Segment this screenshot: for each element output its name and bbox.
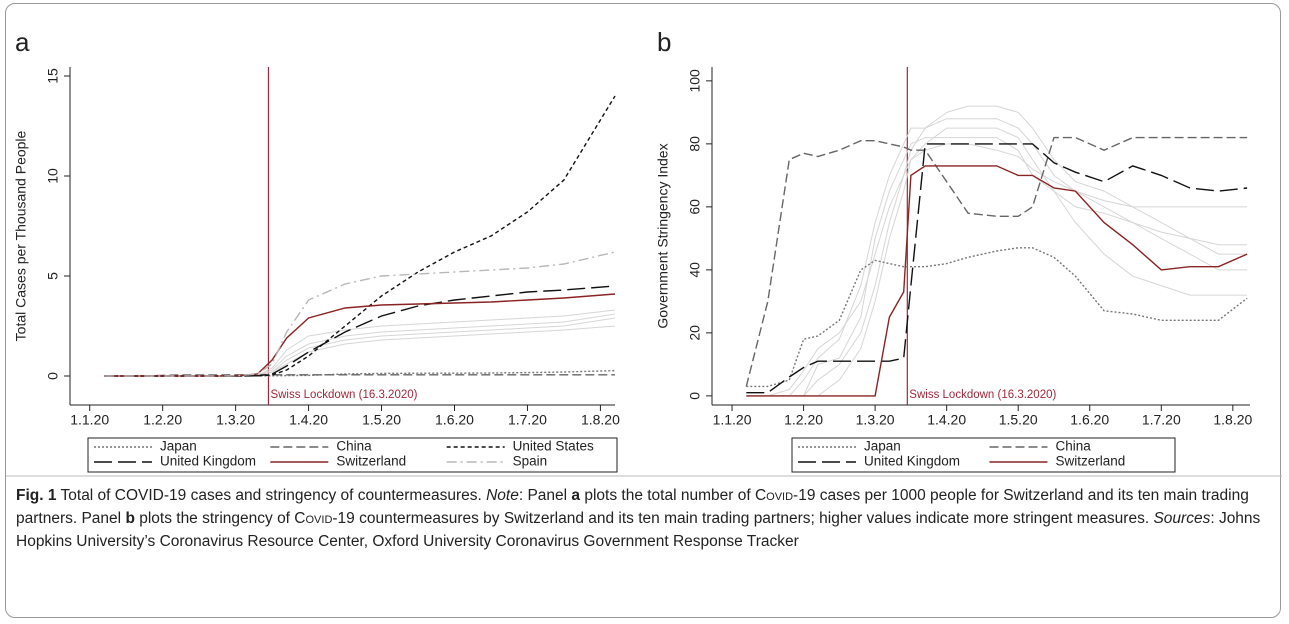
x-tick-label: 1.3.20 [216, 412, 255, 428]
series-line [746, 118, 1248, 397]
legend-box [791, 437, 1176, 473]
caption-text: Sources [1153, 510, 1211, 527]
series-line [104, 325, 616, 377]
caption-text: b [125, 510, 135, 527]
x-tick-label: 1.2.20 [143, 412, 182, 428]
caption-text: a [571, 487, 581, 504]
x-tick-label: 1.8.20 [581, 412, 620, 428]
x-tick-label: 1.8.20 [1213, 412, 1252, 428]
series-line [104, 313, 616, 377]
y-axis-title: Government Stringency Index [655, 143, 671, 328]
y-tick-label: 80 [687, 136, 703, 152]
caption-text: : Johns Hopkins University’s Coronavirus… [16, 510, 1261, 550]
legend-label: Switzerland [1056, 454, 1126, 469]
y-axis-title: Total Cases per Thousand People [13, 130, 29, 341]
series-line [104, 251, 616, 377]
panel-label: b [657, 27, 671, 57]
y-tick-label: 100 [687, 69, 703, 93]
y-tick-label: 5 [45, 272, 61, 280]
series-line [104, 317, 616, 377]
caption-text: Note [486, 487, 519, 504]
series-line [104, 309, 616, 377]
legend-label: United Kingdom [864, 454, 960, 469]
x-tick-label: 1.4.20 [289, 412, 328, 428]
x-tick-label: 1.1.20 [713, 412, 752, 428]
caption-text: Covid [754, 487, 794, 504]
legend-label: Spain [513, 454, 548, 469]
x-tick-label: 1.6.20 [1070, 412, 1109, 428]
legend-label: Japan [864, 439, 901, 454]
series-line [746, 165, 1248, 397]
caption-text: -19 countermeasures by Switzerland and i… [332, 510, 1154, 527]
x-tick-label: 1.7.20 [508, 412, 547, 428]
figure-frame [5, 3, 1281, 618]
y-tick-label: 0 [687, 392, 703, 400]
series-line [746, 127, 1248, 397]
series-line [104, 374, 615, 377]
x-tick-label: 1.5.20 [362, 412, 401, 428]
x-tick-label: 1.1.20 [70, 412, 109, 428]
caption-text: -19 cases per 1000 people for Switzerlan… [16, 487, 1249, 527]
panel-label: a [15, 27, 30, 57]
y-tick-label: 0 [45, 372, 61, 380]
y-tick-label: 20 [687, 325, 703, 341]
legend-label: Japan [160, 439, 197, 454]
x-tick-label: 1.5.20 [999, 412, 1038, 428]
y-tick-label: 10 [45, 168, 61, 184]
legend-label: China [336, 439, 372, 454]
legend-box [87, 437, 618, 473]
figure: a Total Cases per Thousand People 0 5 10 15 1.… [6, 27, 1282, 477]
series-line [746, 143, 1248, 397]
series-line [746, 247, 1248, 388]
caption-text: Fig. 1 [16, 487, 57, 504]
caption-text: Total of COVID-19 cases and stringency o… [56, 487, 487, 504]
caption-text: plots the stringency of [134, 510, 295, 527]
series-line [104, 95, 616, 377]
caption-text: plots the total number of [580, 487, 755, 504]
series-line [745, 136, 1248, 387]
x-tick-label: 1.4.20 [927, 412, 966, 428]
x-tick-label: 1.3.20 [856, 412, 895, 428]
caption-text: Covid [294, 510, 333, 527]
x-tick-label: 1.7.20 [1142, 412, 1181, 428]
x-tick-label: 1.2.20 [784, 412, 823, 428]
legend-label: United States [513, 439, 594, 454]
legend-label: China [1056, 439, 1092, 454]
x-tick-label: 1.6.20 [435, 412, 474, 428]
caption-text: : Panel [518, 487, 572, 504]
lockdown-label: Swiss Lockdown (16.3.2020) [270, 389, 417, 401]
series-line [104, 293, 616, 377]
series-line [746, 143, 1248, 394]
y-tick-label: 60 [687, 199, 703, 215]
y-tick-label: 40 [687, 262, 703, 278]
legend-label: Switzerland [336, 454, 406, 469]
caption: Fig. 1 Total of COVID-19 cases and strin… [16, 484, 1266, 553]
y-tick-label: 15 [45, 68, 61, 84]
series-line [746, 137, 1248, 397]
lockdown-label: Swiss Lockdown (16.3.2020) [909, 389, 1056, 401]
legend-label: United Kingdom [160, 454, 256, 469]
